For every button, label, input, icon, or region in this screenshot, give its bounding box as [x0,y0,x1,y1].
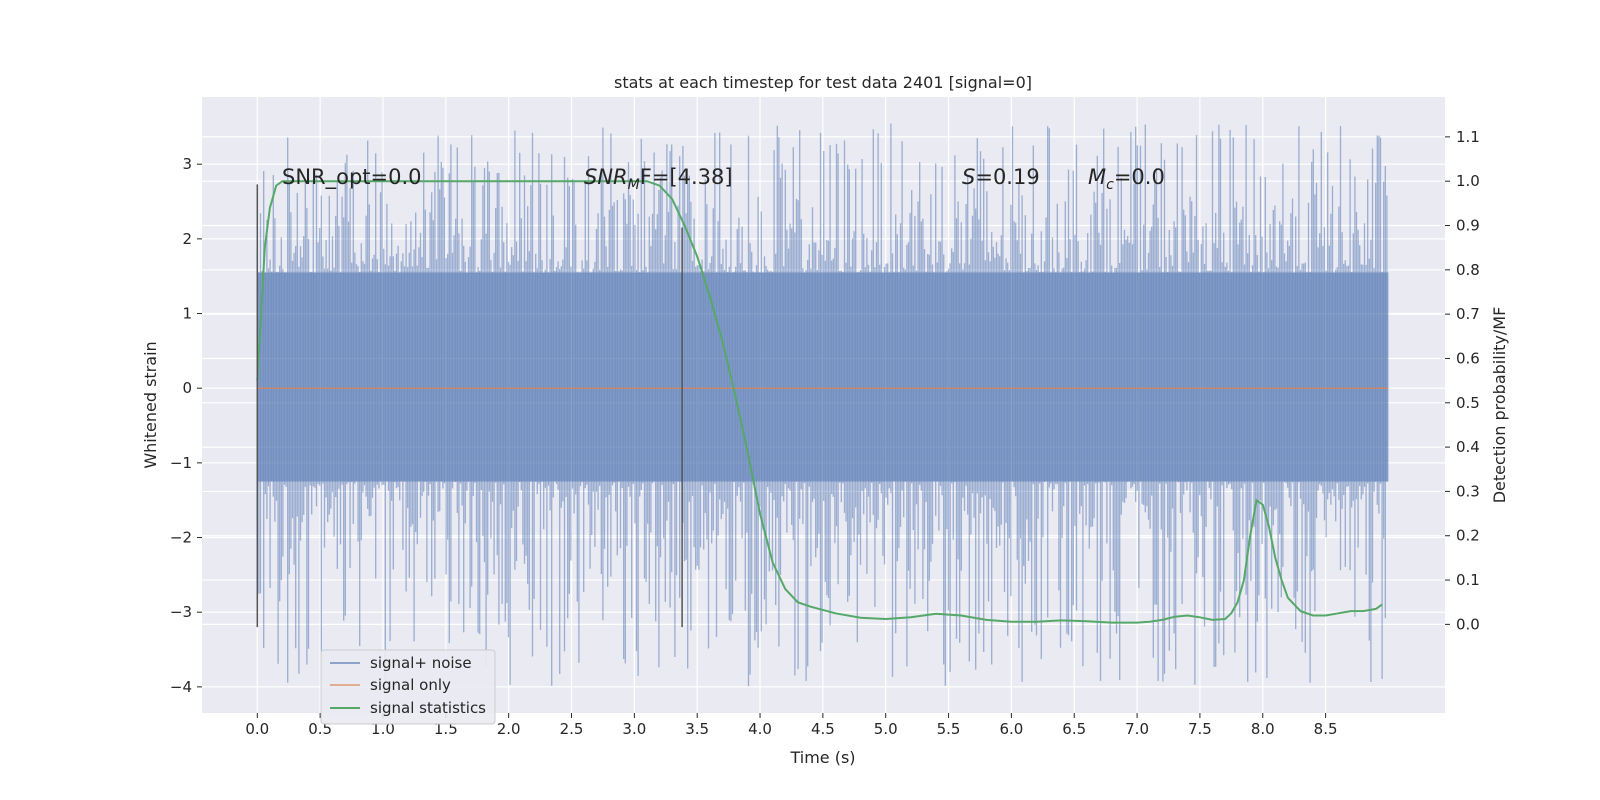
x-tick-label: 3.5 [685,720,709,738]
annotation-s: S=0.19 [962,165,1040,189]
y-tick-label: −4 [170,678,192,696]
annotation-mc-main: M [1088,165,1106,189]
right-tick-label: 0.6 [1456,349,1480,367]
annotation-mc-rest: =0.0 [1114,165,1165,189]
x-tick-label: 0.0 [245,720,269,738]
x-tick-label: 7.5 [1188,720,1212,738]
y-axis-label: Whitened strain [141,341,160,468]
right-axis-ticks: 1.1 1.0 0.9 0.8 0.7 0.6 0.5 0.4 0.3 0.2 0.1 0.0 [1445,128,1480,633]
right-tick-label: 0.4 [1456,438,1480,456]
chart-title: stats at each timestep for test data 240… [614,73,1032,92]
y-tick-label: −3 [170,603,192,621]
right-axis-label: Detection probability/MF [1490,307,1509,504]
y-tick-label: 0 [182,379,192,397]
right-tick-label: 1.0 [1456,172,1480,190]
annotation-s-rest: =0.19 [975,165,1039,189]
x-tick-label: 2.5 [560,720,584,738]
legend-box [320,649,496,725]
y-tick-label: 1 [182,305,192,323]
x-tick-label: 5.5 [937,720,961,738]
y-tick-label: −1 [170,454,192,472]
annotation-snr-mf-sub: M [628,177,640,193]
annotation-mc-sub: c [1106,177,1114,193]
x-tick-label: 2.0 [497,720,521,738]
x-tick-label: 6.5 [1062,720,1086,738]
x-tick-label: 8.5 [1314,720,1338,738]
y-tick-label: −2 [170,529,192,547]
x-tick-label: 4.5 [811,720,835,738]
annotation-snr-mf: SNRMF=[4.38] [584,165,733,193]
legend: signal+ noise signal only signal statist… [320,649,496,725]
y-tick-label: 2 [182,230,192,248]
legend-label-signal-statistics: signal statistics [370,699,486,717]
x-tick-label: 3.0 [622,720,646,738]
x-tick-label: 6.0 [999,720,1023,738]
right-tick-label: 0.8 [1456,261,1480,279]
x-tick-label: 8.0 [1251,720,1275,738]
right-tick-label: 0.9 [1456,217,1480,235]
right-tick-label: 0.0 [1456,615,1480,633]
annotation-s-main: S [962,165,975,189]
annotation-snr-mf-rest: F=[4.38] [640,165,733,189]
right-tick-label: 0.5 [1456,394,1480,412]
x-tick-label: 4.0 [748,720,772,738]
right-tick-label: 1.1 [1456,128,1480,146]
line-series [256,180,1389,624]
annotation-snr-mf-main: SNR [584,165,628,189]
annotation-mc: Mc=0.0 [1088,165,1165,193]
right-tick-label: 0.3 [1456,482,1480,500]
right-tick-label: 0.1 [1456,571,1480,589]
x-tick-label: 5.0 [874,720,898,738]
right-tick-label: 0.7 [1456,305,1480,323]
y-axis-ticks: 3 2 1 0 −1 −2 −3 −4 [170,155,202,696]
legend-label-signal-only: signal only [370,676,451,694]
legend-label-signal-noise: signal+ noise [370,654,472,672]
signal-noise-series [256,123,1389,687]
signal-statistics-line [256,180,1383,624]
vertical-markers [256,184,683,628]
annotation-snr-opt: SNR_opt=0.0 [282,165,422,190]
x-tick-label: 7.0 [1125,720,1149,738]
y-tick-label: 3 [182,155,192,173]
right-tick-label: 0.2 [1456,527,1480,545]
x-axis-label: Time (s) [789,748,855,767]
